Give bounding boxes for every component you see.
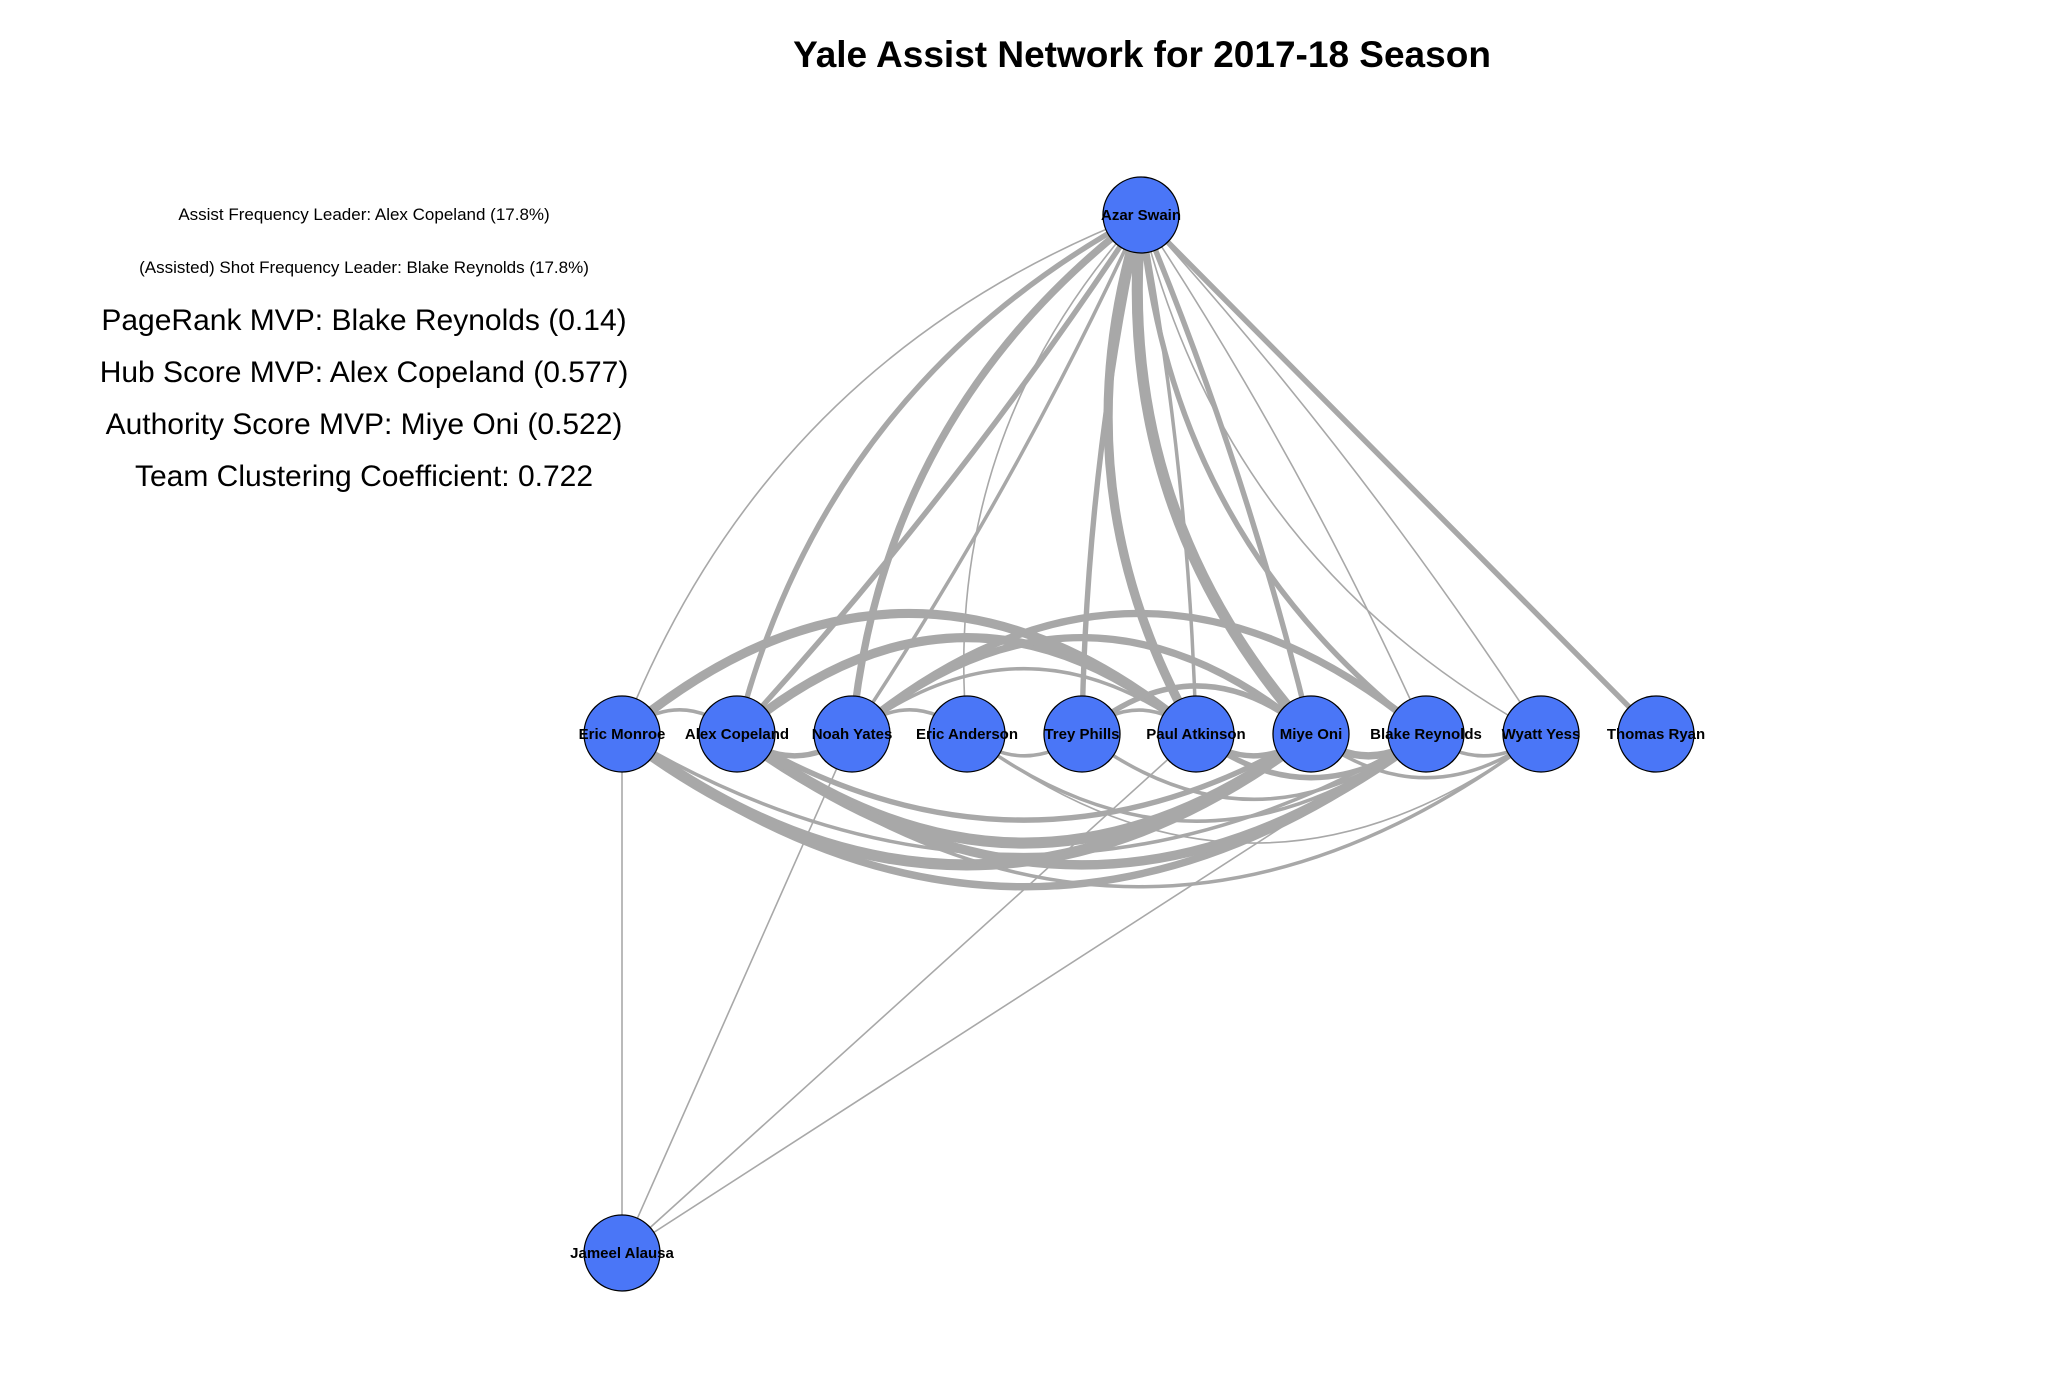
assist-frequency-leader: Assist Frequency Leader: Alex Copeland (… [178,205,549,224]
edge-copeland-to-yess [735,732,1543,889]
shot-frequency-leader: (Assisted) Shot Frequency Leader: Blake … [139,258,589,277]
edge-anderson-to-yess [966,733,1542,844]
node-label-oni: Miye Oni [1280,726,1343,743]
edge-atkinson-to-yates [850,667,1198,736]
node-label-anderson: Eric Anderson [916,726,1018,743]
node-circle-atkinson [1157,695,1235,773]
edge-reynolds-to-monroe [620,732,1428,857]
edge-yates-to-azar [850,213,1143,736]
node-reynolds: Blake Reynolds [1370,695,1482,773]
node-label-copeland: Alex Copeland [685,726,789,743]
node-label-alausa: Jameel Alausa [570,1245,674,1262]
edge-yess-to-azar [1140,214,1542,735]
node-anderson: Eric Anderson [916,695,1018,773]
edge-reynolds-to-alausa [621,733,1427,1254]
authority-score-mvp: Authority Score MVP: Miye Oni (0.522) [106,408,623,441]
node-phills: Trey Phills [1043,695,1121,773]
node-monroe: Eric Monroe [579,695,666,773]
edge-yates-to-alausa [621,733,853,1254]
edge-azar-to-reynolds [1138,212,1429,737]
edge-azar-to-yess [1140,214,1542,735]
chart-title: Yale Assist Network for 2017-18 Season [793,34,1491,75]
node-circle-ryan [1617,695,1695,773]
pagerank-mvp: PageRank MVP: Blake Reynolds (0.14) [101,304,626,337]
node-circle-alausa [583,1214,661,1292]
edge-copeland-to-azar [734,212,1144,737]
node-label-ryan: Thomas Ryan [1607,726,1705,743]
edge-azar-to-monroe [621,214,1142,735]
edge-reynolds-to-azar [1140,214,1427,735]
node-label-monroe: Eric Monroe [579,726,666,743]
node-label-yess: Wyatt Yess [1502,726,1581,743]
edge-yates-to-reynolds [848,609,1430,738]
team-clustering-coefficient: Team Clustering Coefficient: 0.722 [135,460,593,493]
node-circle-azar [1102,176,1180,254]
node-azar: Azar Swain [1101,176,1181,254]
stats-panel: Assist Frequency Leader: Alex Copeland (… [100,205,629,493]
edge-azar-to-anderson [962,214,1142,735]
node-label-reynolds: Blake Reynolds [1370,726,1482,743]
node-circle-copeland [698,695,776,773]
node-label-yates: Noah Yates [812,726,893,743]
node-circle-yates [813,695,891,773]
node-alausa: Jameel Alausa [570,1214,674,1292]
edge-azar-to-oni [1131,209,1317,740]
node-circle-reynolds [1387,695,1465,773]
node-circle-oni [1272,695,1350,773]
node-circle-phills [1043,695,1121,773]
node-ryan: Thomas Ryan [1607,695,1705,773]
edge-oni-to-azar [1138,212,1314,737]
edge-azar-to-ryan [1138,212,1659,737]
node-label-azar: Azar Swain [1101,207,1181,224]
node-label-phills: Trey Phills [1044,726,1119,743]
node-oni: Miye Oni [1272,695,1350,773]
node-atkinson: Paul Atkinson [1146,695,1246,773]
node-label-atkinson: Paul Atkinson [1146,726,1245,743]
node-circle-anderson [928,695,1006,773]
nodes-layer: Azar Swain Eric Monroe Alex Copeland Noah Y… [570,176,1705,1292]
edge-azar-to-yates [848,211,1145,738]
node-circle-yess [1502,695,1580,773]
edge-atkinson-to-alausa [621,733,1197,1254]
node-yess: Wyatt Yess [1502,695,1581,773]
hub-score-mvp: Hub Score MVP: Alex Copeland (0.577) [100,356,629,389]
node-yates: Noah Yates [812,695,893,773]
edge-azar-to-atkinson [1103,210,1201,739]
node-copeland: Alex Copeland [685,695,789,773]
edge-copeland-to-atkinson [732,633,1201,739]
edge-oni-to-copeland [734,731,1314,823]
node-circle-monroe [583,695,661,773]
